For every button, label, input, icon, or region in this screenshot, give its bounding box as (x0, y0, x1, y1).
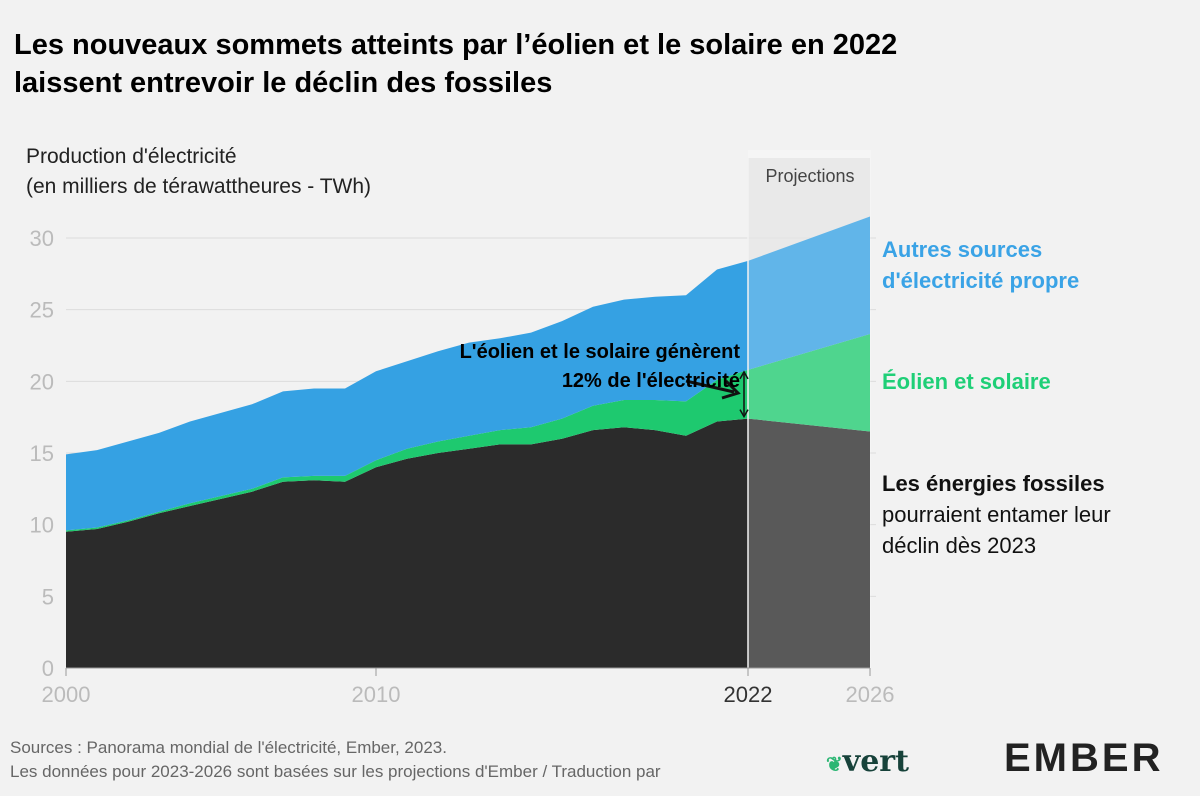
vert-logo-text: vert (842, 744, 909, 779)
legend-clean-sources: Autres sources d'électricité propre (882, 234, 1079, 296)
legend-fossil-line-2: pourraient entamer leur (882, 502, 1111, 527)
y-tick-label: 25 (30, 298, 54, 323)
y-tick-label: 15 (30, 441, 54, 466)
share-bracket-top (739, 370, 749, 380)
leaf-icon: ❦ (826, 752, 843, 776)
projection-overlay (748, 150, 871, 668)
annotation-line-1: L'éolien et le solaire génèrent (459, 341, 740, 363)
x-tick-label: 2010 (352, 682, 401, 707)
wind-solar-annotation: L'éolien et le solaire génèrent 12% de l… (380, 338, 740, 396)
x-tick-label: 2026 (846, 682, 895, 707)
x-tick-label: 2000 (42, 682, 91, 707)
y-axis-label-line-1: Production d'électricité (26, 145, 237, 168)
legend-clean-line-1: Autres sources (882, 237, 1043, 262)
sources-note: Sources : Panorama mondial de l'électric… (10, 736, 661, 784)
title-line-2: laissent entrevoir le déclin des fossile… (14, 67, 553, 99)
area-clean-sources (66, 216, 870, 531)
legend-fossil-line-3: déclin dès 2023 (882, 533, 1037, 558)
projections-label: Projections (765, 166, 855, 186)
y-axis-label: Production d'électricité (en milliers de… (26, 142, 371, 202)
ember-logo: EMBER (1004, 736, 1164, 780)
vert-logo: ❦vert (826, 744, 909, 779)
y-tick-label: 30 (30, 226, 54, 251)
annotation-arrow-head (721, 379, 741, 400)
y-tick-label: 0 (42, 656, 54, 681)
legend-fossil: Les énergies fossiles pourraient entamer… (882, 468, 1111, 561)
x-tick-label: 2022 (724, 682, 773, 707)
sources-line-2: Les données pour 2023-2026 sont basées s… (10, 762, 661, 781)
legend-clean-line-2: d'électricité propre (882, 268, 1080, 293)
chart-title: Les nouveaux sommets atteints par l’éoli… (14, 26, 897, 102)
annotation-arrow (685, 379, 735, 394)
area-fossil (66, 418, 870, 668)
title-line-1: Les nouveaux sommets atteints par l’éoli… (14, 29, 898, 61)
y-axis-label-line-2: (en milliers de térawattheures - TWh) (26, 175, 372, 198)
legend-wind-solar: Éolien et solaire (882, 369, 1051, 394)
legend-fossil-bold: Les énergies fossiles (882, 471, 1105, 496)
share-bracket-bottom (739, 409, 749, 419)
y-tick-label: 20 (30, 369, 54, 394)
sources-line-1: Sources : Panorama mondial de l'électric… (10, 738, 447, 757)
y-tick-label: 10 (30, 513, 54, 538)
y-tick-label: 5 (42, 584, 54, 609)
annotation-line-2: 12% de l'électricité (561, 370, 740, 392)
